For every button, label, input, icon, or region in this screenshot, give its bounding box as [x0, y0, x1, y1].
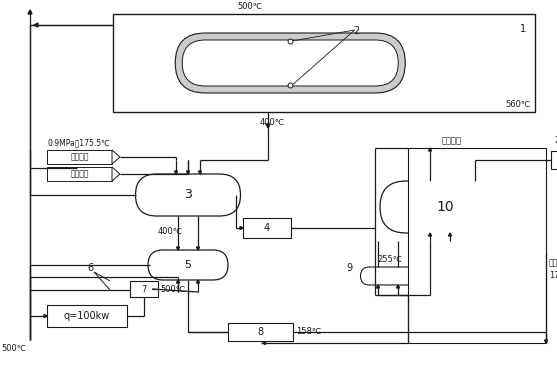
Polygon shape	[187, 171, 189, 174]
Bar	[551, 151, 557, 169]
Text: 3: 3	[184, 188, 192, 201]
Bar	[243, 218, 291, 238]
Bar	[47, 150, 112, 164]
Text: 500℃: 500℃	[1, 344, 26, 353]
Text: 0.9MPa，175.5℃: 0.9MPa，175.5℃	[47, 138, 110, 147]
Text: 饱和蒸气: 饱和蒸气	[70, 153, 89, 161]
FancyBboxPatch shape	[135, 174, 241, 216]
Text: q=100kw: q=100kw	[64, 311, 110, 321]
Text: 158℃: 158℃	[296, 327, 321, 337]
Text: 饱和蒸气: 饱和蒸气	[442, 136, 462, 145]
Polygon shape	[44, 315, 47, 318]
Text: 10: 10	[436, 200, 454, 214]
Polygon shape	[377, 285, 379, 288]
Polygon shape	[397, 285, 399, 288]
Text: 8: 8	[257, 327, 263, 337]
Polygon shape	[428, 233, 432, 236]
Text: 500℃: 500℃	[237, 2, 262, 11]
Text: 4: 4	[264, 223, 270, 233]
FancyBboxPatch shape	[380, 181, 510, 233]
Polygon shape	[266, 124, 270, 128]
Text: 175.5℃: 175.5℃	[549, 272, 557, 280]
Polygon shape	[197, 247, 199, 250]
Text: 255℃: 255℃	[378, 255, 403, 264]
Text: 7: 7	[141, 284, 146, 293]
Bar	[228, 323, 293, 341]
Bar	[130, 281, 158, 297]
Text: 500℃: 500℃	[160, 284, 185, 293]
Text: 去离子水: 去离子水	[70, 169, 89, 178]
Bar	[408, 148, 546, 343]
Polygon shape	[428, 148, 432, 151]
Text: 6: 6	[87, 263, 93, 273]
Polygon shape	[197, 280, 199, 283]
Polygon shape	[448, 233, 452, 236]
Text: 事故防水: 事故防水	[549, 258, 557, 268]
Text: 260℃: 260℃	[554, 136, 557, 145]
Polygon shape	[177, 280, 179, 283]
Polygon shape	[262, 342, 266, 345]
Text: 1: 1	[520, 24, 526, 34]
Bar	[47, 167, 112, 181]
FancyBboxPatch shape	[182, 40, 398, 86]
Text: 400℃: 400℃	[260, 118, 285, 127]
Text: 5: 5	[184, 260, 192, 270]
Polygon shape	[177, 247, 179, 250]
Text: 2: 2	[354, 26, 360, 36]
Polygon shape	[112, 150, 120, 164]
Polygon shape	[174, 171, 178, 174]
Bar	[113, 14, 535, 112]
Text: 400℃: 400℃	[158, 227, 183, 235]
Polygon shape	[112, 167, 120, 181]
Bar	[47, 305, 127, 327]
Polygon shape	[34, 23, 38, 27]
FancyBboxPatch shape	[175, 33, 405, 93]
Polygon shape	[545, 340, 548, 343]
Polygon shape	[198, 171, 202, 174]
Polygon shape	[28, 10, 32, 14]
FancyBboxPatch shape	[148, 250, 228, 280]
Text: 9: 9	[346, 263, 352, 273]
FancyBboxPatch shape	[360, 267, 416, 285]
Polygon shape	[240, 227, 243, 230]
Text: 560℃: 560℃	[506, 100, 531, 109]
